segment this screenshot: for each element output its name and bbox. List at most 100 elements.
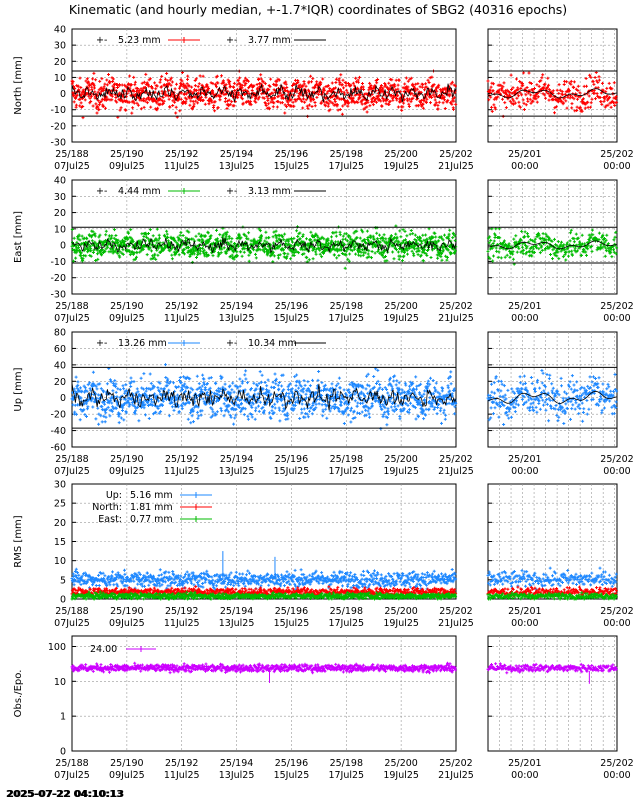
north-median-line-zoom [487,88,618,99]
x-tick-label: 25/198 [330,758,363,769]
x-tick-date-label: 09Jul25 [109,770,145,781]
x-tick-date-label: 19Jul25 [383,161,419,172]
x-tick-label: 25/202 [439,454,472,465]
legend-series-value: 1.81 mm [130,502,173,513]
y-tick-label: 40 [54,360,66,371]
zoom-x-tick-label: 25/201 [508,454,541,465]
x-tick-date-label: 15Jul25 [274,770,310,781]
zoom-x-tick-label: 25/201 [508,301,541,312]
y-tick-label: 80 [54,328,66,339]
x-tick-label: 25/190 [110,606,143,617]
obs-series [70,661,618,675]
x-tick-label: 25/202 [439,606,472,617]
x-tick-label: 25/200 [384,301,417,312]
x-tick-date-label: 13Jul25 [219,313,255,324]
y-tick-label: 60 [54,344,66,355]
x-tick-date-label: 19Jul25 [383,313,419,324]
x-tick-label: 25/194 [220,758,253,769]
y-tick-label: 10 [54,556,66,567]
x-tick-date-label: 09Jul25 [109,313,145,324]
y-tick-label: 5 [60,575,66,586]
north-median-line [71,83,457,103]
legend-value: 5.23 mm [118,35,161,46]
x-tick-date-label: 17Jul25 [328,618,364,629]
y-tick-label: 10 [54,224,66,235]
y-tick-label: -30 [50,138,66,149]
y-tick-label: 0 [60,393,66,404]
x-tick-date-label: 15Jul25 [274,313,310,324]
x-tick-label: 25/194 [220,454,253,465]
legend-value: 3.77 mm [248,35,291,46]
y-tick-label: -20 [50,410,66,421]
y-tick-label: 0 [60,241,66,252]
legend-value: 4.44 mm [118,186,161,197]
zoom-x-tick-time-label: 00:00 [603,466,630,477]
x-tick-date-label: 19Jul25 [383,466,419,477]
x-tick-date-label: 07Jul25 [54,618,90,629]
zoom-x-tick-time-label: 00:00 [511,618,538,629]
x-tick-label: 25/190 [110,758,143,769]
x-tick-label: 25/194 [220,301,253,312]
legend-prefix: +- [226,35,237,46]
x-tick-date-label: 21Jul25 [438,313,474,324]
x-tick-label: 25/200 [384,454,417,465]
legend-prefix: +- [96,35,107,46]
x-tick-label: 25/198 [330,454,363,465]
plot-frame-zoom [487,28,618,143]
x-tick-date-label: 17Jul25 [328,770,364,781]
legend-value: 10.34 mm [248,338,297,349]
x-tick-date-label: 07Jul25 [54,770,90,781]
x-tick-date-label: 07Jul25 [54,466,90,477]
x-tick-label: 25/198 [330,606,363,617]
y-tick-label: -10 [50,257,66,268]
x-tick-date-label: 11Jul25 [164,161,200,172]
x-tick-date-label: 09Jul25 [109,161,145,172]
zoom-x-tick-time-label: 00:00 [603,161,630,172]
x-tick-date-label: 09Jul25 [109,618,145,629]
x-tick-date-label: 21Jul25 [438,770,474,781]
y-tick-label: 40 [54,25,66,36]
x-tick-label: 25/194 [220,149,253,160]
plot-frame-main [71,635,457,752]
up-median-line [71,382,457,411]
y-tick-label: 0 [60,747,66,758]
x-tick-date-label: 11Jul25 [164,466,200,477]
y-tick-label: 0 [60,89,66,100]
zoom-x-tick-label: 25/201 [508,606,541,617]
zoom-x-tick-label: 25/202 [600,454,633,465]
y-tick-label: 30 [54,41,66,52]
y-tick-label: -60 [50,443,66,454]
timestamp: 2025-07-22 04:10:13 [6,789,123,800]
x-tick-date-label: 19Jul25 [383,770,419,781]
y-axis-label: RMS [mm] [13,515,24,567]
y-tick-label: -20 [50,121,66,132]
y-tick-label: 1 [60,712,66,723]
zoom-x-tick-time-label: 00:00 [511,161,538,172]
y-tick-label: 10 [54,73,66,84]
y-tick-label: 10 [54,677,66,688]
legend-series-name: East: [98,514,122,525]
y-axis-label: Up [mm] [13,367,24,411]
zoom-x-tick-time-label: 00:00 [603,313,630,324]
x-tick-label: 25/196 [275,606,308,617]
x-tick-date-label: 15Jul25 [274,161,310,172]
y-tick-label: 20 [54,518,66,529]
rms-series-0 [70,566,618,592]
east-median-line-zoom [487,240,618,250]
x-tick-date-label: 17Jul25 [328,466,364,477]
x-tick-label: 25/202 [439,149,472,160]
x-tick-label: 25/200 [384,149,417,160]
x-tick-label: 25/190 [110,149,143,160]
legend-value: 3.13 mm [248,186,291,197]
timestamp-shadow: 2025-07-22 04:10:13 [7,789,124,800]
legend-prefix: +- [96,338,107,349]
x-tick-date-label: 13Jul25 [219,770,255,781]
chart-title: Kinematic (and hourly median, +-1.7*IQR)… [69,2,567,17]
y-tick-label: 20 [54,377,66,388]
y-tick-label: 30 [54,192,66,203]
zoom-x-tick-label: 25/201 [508,758,541,769]
y-tick-label: -20 [50,273,66,284]
